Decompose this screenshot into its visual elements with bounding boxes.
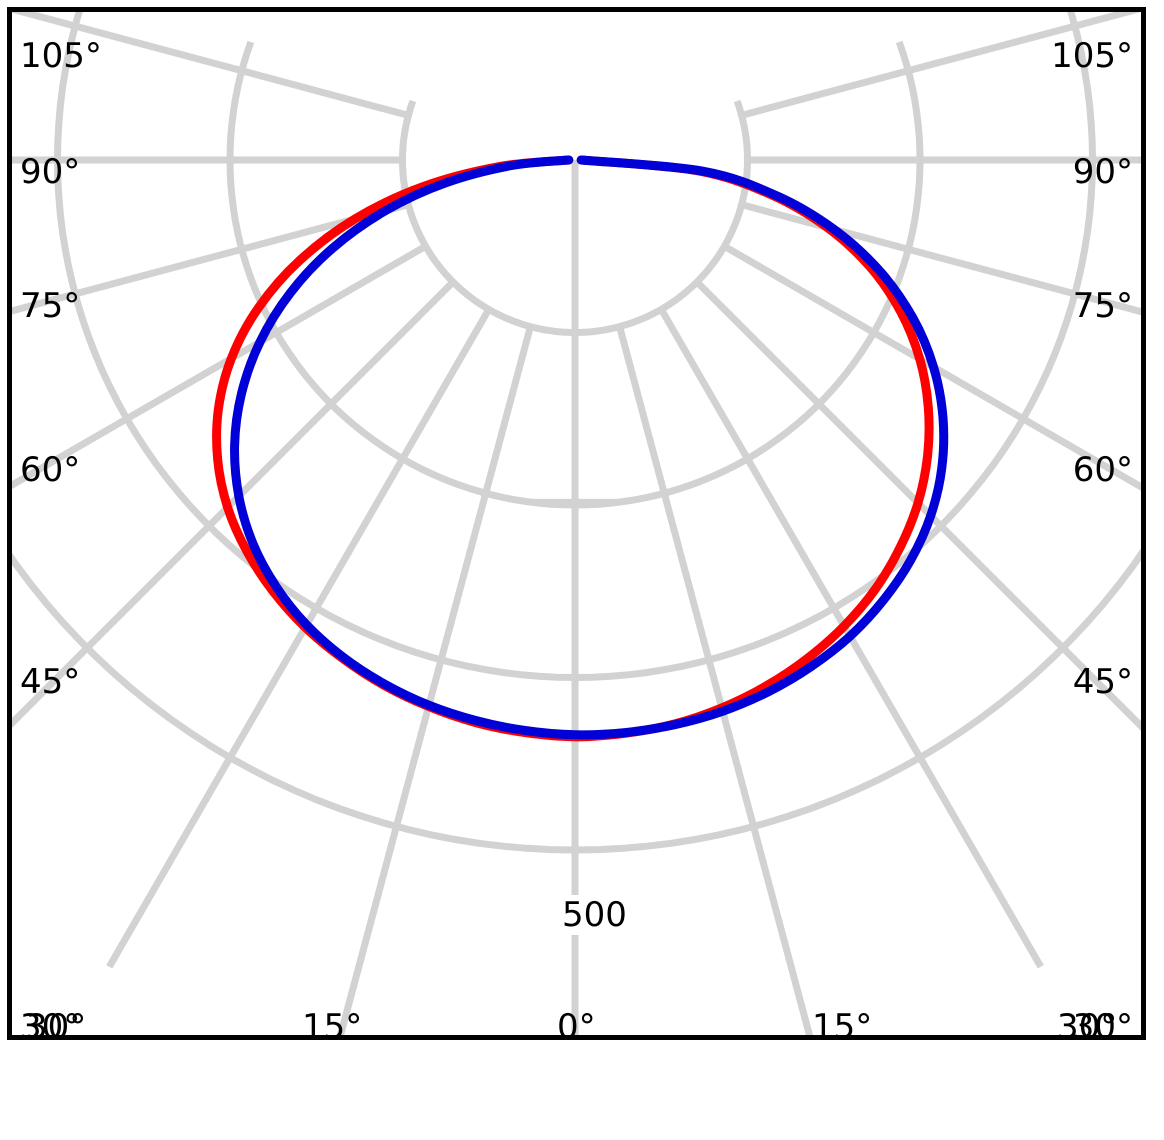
angle-label-bottom-15-left: 15° — [302, 1007, 363, 1040]
grid-spoke-45 — [694, 279, 1141, 731]
distribution-curves — [212, 155, 949, 742]
grid-spoke--45 — [12, 279, 456, 728]
curve-c90-c270 — [230, 155, 949, 740]
polar-grid-and-curves — [12, 12, 1141, 1035]
angle-label-left-30: 30° — [20, 1007, 81, 1040]
angle-label-left-45: 45° — [20, 662, 81, 702]
angle-label-right-105: 105° — [1051, 36, 1133, 76]
angle-label-left-90: 90° — [20, 152, 81, 192]
grid-spoke-75 — [740, 201, 1141, 316]
angle-label-bottom-0: 0° — [557, 1007, 596, 1040]
legend: cd/klm η = 100% C0 - C180 C90 - C270 — [0, 1040, 1164, 1140]
angle-label-right-90: 90° — [1072, 152, 1133, 192]
grid-spoke-60 — [722, 243, 1141, 491]
radial-scale-label-500: 500 — [556, 895, 633, 935]
grid-spoke--75 — [12, 201, 410, 315]
grid-spoke-15 — [616, 325, 814, 1035]
grid-spoke--105 — [12, 12, 410, 119]
angle-label-bottom-30-left: 30° — [26, 1007, 87, 1040]
angle-label-bottom-30-right: 30° — [1057, 1007, 1118, 1040]
grid-spoke--60 — [12, 243, 428, 490]
angle-label-left-75: 75° — [20, 286, 81, 326]
plot-frame: 105° 90° 75° 60° 45° 30° 105° 90° 75° 60… — [7, 7, 1146, 1040]
grid-spoke--30 — [106, 307, 492, 969]
polar-grid — [12, 12, 1141, 1035]
grid-spoke--15 — [336, 325, 534, 1035]
angle-label-bottom-15-right: 15° — [812, 1007, 873, 1040]
angle-label-right-45: 45° — [1072, 662, 1133, 702]
angle-label-right-30: 30° — [1072, 1007, 1133, 1040]
angle-label-left-105: 105° — [20, 36, 102, 76]
angle-label-left-60: 60° — [20, 450, 81, 490]
grid-spoke-105 — [740, 12, 1141, 119]
angle-label-right-75: 75° — [1072, 286, 1133, 326]
angle-label-right-60: 60° — [1072, 450, 1133, 490]
